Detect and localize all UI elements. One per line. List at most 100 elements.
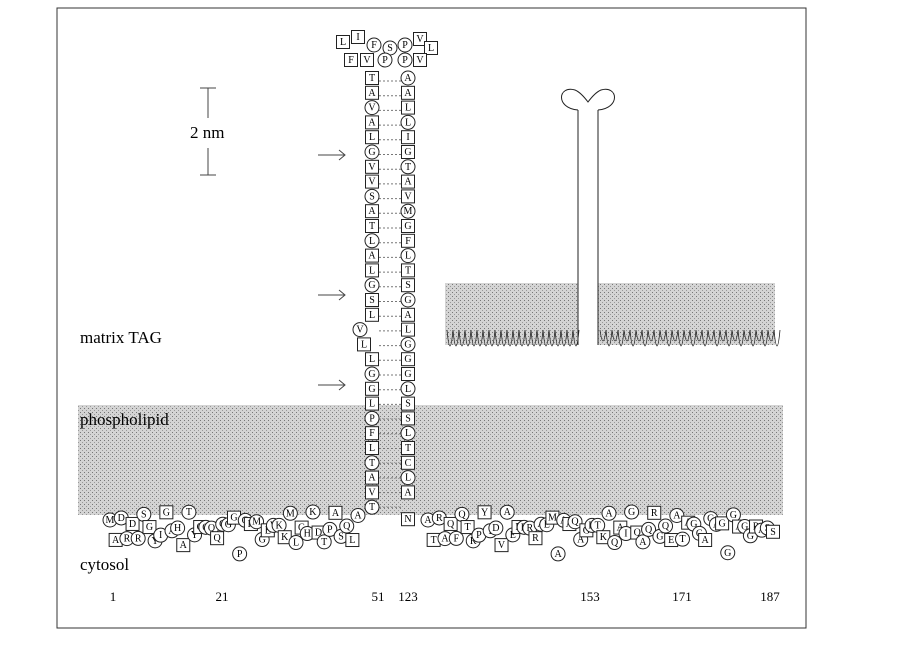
residue: D xyxy=(492,523,499,534)
residue: M xyxy=(404,206,413,217)
residue: R xyxy=(470,536,477,547)
residue: S xyxy=(338,531,344,542)
residue: E xyxy=(510,530,516,541)
residue: T xyxy=(405,443,411,454)
residue: P xyxy=(476,530,482,541)
residue: T xyxy=(186,507,192,518)
residue: L xyxy=(405,251,411,262)
scale-bar xyxy=(200,87,216,176)
residue: H xyxy=(304,529,311,540)
residue: L xyxy=(369,132,375,143)
residue: V xyxy=(368,177,376,188)
residue: A xyxy=(554,549,562,560)
residue: Y xyxy=(151,536,158,547)
residue: L xyxy=(293,538,299,549)
residue: L xyxy=(405,325,411,336)
residue-box xyxy=(142,520,157,535)
residue: R xyxy=(651,508,658,519)
residue: A xyxy=(180,540,188,551)
residue: A xyxy=(112,535,120,546)
residue: P xyxy=(369,413,375,424)
residue: V xyxy=(416,55,424,66)
residue: F xyxy=(369,428,375,439)
residue-box xyxy=(401,233,415,248)
residue: I xyxy=(356,32,359,43)
residue: A xyxy=(368,88,376,99)
residue: C xyxy=(405,458,412,469)
residue-circle xyxy=(170,520,186,536)
residue: G xyxy=(368,147,375,158)
residue: G xyxy=(718,518,725,529)
residue-circle xyxy=(130,530,146,546)
residue: Q xyxy=(634,528,642,539)
residue-circle xyxy=(364,188,380,204)
residue: P xyxy=(402,55,408,66)
residue: A xyxy=(368,473,376,484)
residue-circle xyxy=(400,248,416,264)
residue: R xyxy=(135,533,142,544)
residue: T xyxy=(431,535,437,546)
residue: L xyxy=(369,354,375,365)
residue-box xyxy=(365,485,379,500)
residue: L xyxy=(405,384,411,395)
droplet-left xyxy=(445,283,578,345)
residue-box xyxy=(647,505,662,520)
residue: G xyxy=(707,514,714,525)
residue-box xyxy=(365,396,379,411)
residue-circle xyxy=(282,505,298,521)
residue: A xyxy=(404,177,412,188)
membrane xyxy=(78,405,783,515)
residue: A xyxy=(404,73,412,84)
residue-box xyxy=(365,204,379,219)
residue: G xyxy=(628,507,635,518)
residue-box xyxy=(766,524,780,539)
residue: S xyxy=(405,280,411,291)
residue-box xyxy=(401,352,415,367)
residue: G xyxy=(404,221,411,232)
residue: S xyxy=(387,43,393,54)
residue-box xyxy=(365,71,379,85)
residue: G xyxy=(259,535,266,546)
residue: V xyxy=(368,103,376,114)
residue: G xyxy=(230,513,237,524)
residue-box xyxy=(365,441,379,455)
residue: L xyxy=(349,535,355,546)
residue-box xyxy=(424,41,438,55)
residue: G xyxy=(747,531,754,542)
residue-box xyxy=(401,85,415,100)
residue-circle xyxy=(397,37,413,53)
residue: M xyxy=(548,513,557,524)
residue: L xyxy=(405,428,411,439)
residue: T xyxy=(369,73,375,84)
residue: T xyxy=(369,502,375,513)
residue-box xyxy=(328,505,343,520)
residue: R xyxy=(436,513,443,524)
residue-box xyxy=(401,263,415,278)
residue-box xyxy=(401,455,415,470)
residue: I xyxy=(159,530,162,541)
residue-circle xyxy=(366,37,382,53)
residue-box xyxy=(401,219,415,233)
residue-circle xyxy=(488,520,504,536)
residue-circle xyxy=(364,366,380,382)
residue: G xyxy=(404,147,411,158)
residue: G xyxy=(583,525,590,536)
residue: L xyxy=(361,339,367,350)
residue: A xyxy=(702,535,710,546)
residue: Q xyxy=(571,517,579,528)
residue-circle xyxy=(567,514,583,530)
residue: Q xyxy=(611,538,619,549)
residue-number: 1 xyxy=(110,589,117,604)
residue-box xyxy=(365,219,379,233)
residue-box xyxy=(477,505,492,520)
residue-box xyxy=(159,505,174,520)
residue: L xyxy=(405,117,411,128)
residue: V xyxy=(404,191,412,202)
residue-number: 123 xyxy=(398,589,418,604)
residue: T xyxy=(679,534,685,545)
residue: K xyxy=(309,507,317,518)
residue: P xyxy=(237,549,243,560)
residue: K xyxy=(275,520,283,531)
residue-circle xyxy=(288,535,304,551)
residue-circle xyxy=(400,336,416,352)
